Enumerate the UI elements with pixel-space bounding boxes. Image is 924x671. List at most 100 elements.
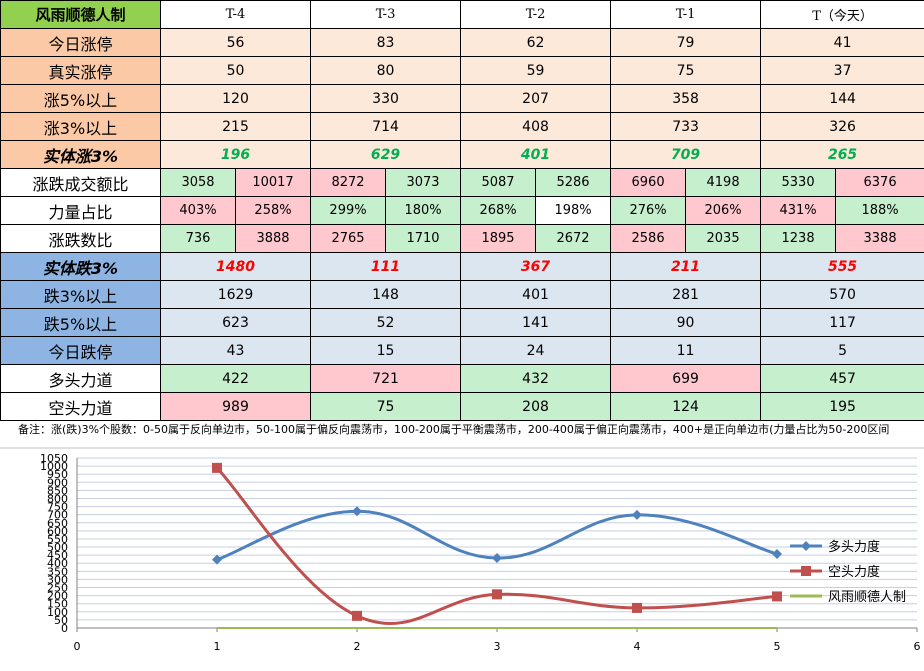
y-tick-label: 400 bbox=[47, 557, 68, 570]
x-tick-label: 4 bbox=[634, 640, 641, 653]
y-tick-label: 250 bbox=[47, 582, 68, 595]
table-row: 涨3%以上 215 714 408 733 326 bbox=[0, 112, 924, 141]
y-tick-label: 200 bbox=[47, 590, 68, 603]
y-tick-label: 650 bbox=[47, 517, 68, 530]
table-row: 空头力道 989 75 208 124 195 bbox=[0, 392, 924, 421]
header-row: 风雨顺德人制 T-4 T-3 T-2 T-1 T（今天） bbox=[0, 0, 924, 29]
row-label: 今日涨停 bbox=[0, 28, 161, 57]
table-cell: 408 bbox=[460, 112, 612, 141]
footnote: 备注：涨(跌)3%个股数：0-50属于反向单边市，50-100属于偏反向震荡市，… bbox=[18, 423, 890, 436]
y-tick-label: 1050 bbox=[40, 452, 68, 465]
table-cell: 43 bbox=[159, 336, 312, 365]
table-cell: 5 bbox=[760, 336, 924, 365]
table-row: 真实涨停 50 80 59 75 37 bbox=[0, 56, 924, 85]
table-row: 跌5%以上 623 52 141 90 117 bbox=[0, 308, 924, 337]
table-cell: 2672 bbox=[535, 224, 612, 253]
y-tick-label: 0 bbox=[61, 622, 68, 635]
y-tick-label: 700 bbox=[47, 509, 68, 522]
x-tick-label: 0 bbox=[74, 640, 81, 653]
table-row: 实体涨3% 196 629 401 709 265 bbox=[0, 140, 924, 169]
table-cell: 276% bbox=[610, 196, 687, 225]
table-cell: 111 bbox=[310, 252, 462, 281]
table-cell: 117 bbox=[760, 308, 924, 337]
table-cell: 1710 bbox=[385, 224, 462, 253]
table-cell: 299% bbox=[310, 196, 387, 225]
table-cell: 403% bbox=[160, 196, 236, 225]
table-cell: 6960 bbox=[610, 168, 687, 197]
table-cell: 1238 bbox=[760, 224, 837, 253]
table-cell: 207 bbox=[460, 84, 612, 113]
table-cell: 3388 bbox=[835, 224, 924, 253]
legend-label: 多头力度 bbox=[828, 539, 880, 555]
x-tick-label: 6 bbox=[914, 640, 921, 653]
table-cell: 24 bbox=[460, 336, 612, 365]
table-cell: 5330 bbox=[760, 168, 837, 197]
table-cell: 714 bbox=[310, 112, 462, 141]
data-point bbox=[492, 589, 502, 600]
table-cell: 358 bbox=[610, 84, 762, 113]
table-cell: 196 bbox=[159, 140, 312, 169]
table-cell: 326 bbox=[760, 112, 924, 141]
table-cell: 3888 bbox=[234, 224, 312, 253]
table-cell: 90 bbox=[610, 308, 762, 337]
y-tick-label: 300 bbox=[47, 573, 68, 586]
table-row: 今日涨停 56 83 62 79 41 bbox=[0, 28, 924, 57]
table-cell: 623 bbox=[159, 308, 312, 337]
row-label: 涨跌成交额比 bbox=[0, 168, 161, 197]
table-cell: 50 bbox=[159, 56, 312, 85]
y-tick-label: 950 bbox=[47, 468, 68, 481]
row-label: 涨3%以上 bbox=[0, 112, 161, 141]
row-label: 跌5%以上 bbox=[0, 308, 161, 337]
table-cell: 206% bbox=[685, 196, 762, 225]
row-label: 涨5%以上 bbox=[0, 84, 161, 113]
table-cell: 3058 bbox=[160, 168, 236, 197]
table-cell: 141 bbox=[460, 308, 612, 337]
data-point bbox=[632, 602, 642, 613]
legend-label: 风雨顺德人制 bbox=[828, 590, 906, 605]
table-title: 风雨顺德人制 bbox=[0, 0, 161, 29]
row-label: 实体跌3% bbox=[0, 252, 161, 281]
table-cell: 75 bbox=[310, 392, 462, 421]
legend-marker bbox=[801, 566, 811, 576]
table-cell: 699 bbox=[610, 364, 762, 393]
table-cell: 422 bbox=[159, 364, 312, 393]
series-line-1 bbox=[215, 466, 778, 626]
table-cell: 401 bbox=[460, 280, 612, 309]
table-cell: 10017 bbox=[234, 168, 312, 197]
table-cell: 265 bbox=[760, 140, 924, 169]
table-cell: 555 bbox=[760, 252, 924, 281]
table-cell: 1480 bbox=[159, 252, 312, 281]
table-cell: 432 bbox=[460, 364, 612, 393]
table-row: 力量占比 403% 258% 299% 180% 268% 198% 276% 206% 431%… bbox=[0, 196, 924, 225]
table-cell: 83 bbox=[310, 28, 462, 57]
table-cell: 124 bbox=[610, 392, 762, 421]
row-label: 空头力道 bbox=[0, 392, 161, 421]
table-cell: 736 bbox=[160, 224, 236, 253]
table-cell: 457 bbox=[760, 364, 924, 393]
table-row: 跌3%以上 1629 148 401 281 570 bbox=[0, 280, 924, 309]
row-label: 跌3%以上 bbox=[0, 280, 161, 309]
table-cell: 180% bbox=[385, 196, 462, 225]
table-cell: 59 bbox=[460, 56, 612, 85]
row-label: 涨跌数比 bbox=[0, 224, 161, 253]
table-cell: 3073 bbox=[385, 168, 462, 197]
table-cell: 431% bbox=[760, 196, 837, 225]
x-tick-label: 1 bbox=[214, 640, 221, 653]
y-tick-label: 800 bbox=[47, 492, 68, 505]
table-cell: 281 bbox=[610, 280, 762, 309]
table-row: 涨跌成交额比 3058 10017 8272 3073 5087 5286 6960 4198 5… bbox=[0, 168, 924, 197]
data-point bbox=[212, 554, 222, 565]
table-cell: 5286 bbox=[535, 168, 612, 197]
table-cell: 1629 bbox=[159, 280, 312, 309]
y-tick-label: 450 bbox=[47, 549, 68, 562]
table-cell: 208 bbox=[460, 392, 612, 421]
y-tick-label: 150 bbox=[47, 598, 68, 611]
y-tick-label: 100 bbox=[47, 606, 68, 619]
table-row: 涨跌数比 736 3888 2765 1710 1895 2672 2586 2035 1238 3… bbox=[0, 224, 924, 253]
table-cell: 629 bbox=[310, 140, 462, 169]
table-cell: 148 bbox=[310, 280, 462, 309]
data-point bbox=[212, 462, 222, 473]
table-cell: 15 bbox=[310, 336, 462, 365]
y-tick-label: 550 bbox=[47, 533, 68, 546]
